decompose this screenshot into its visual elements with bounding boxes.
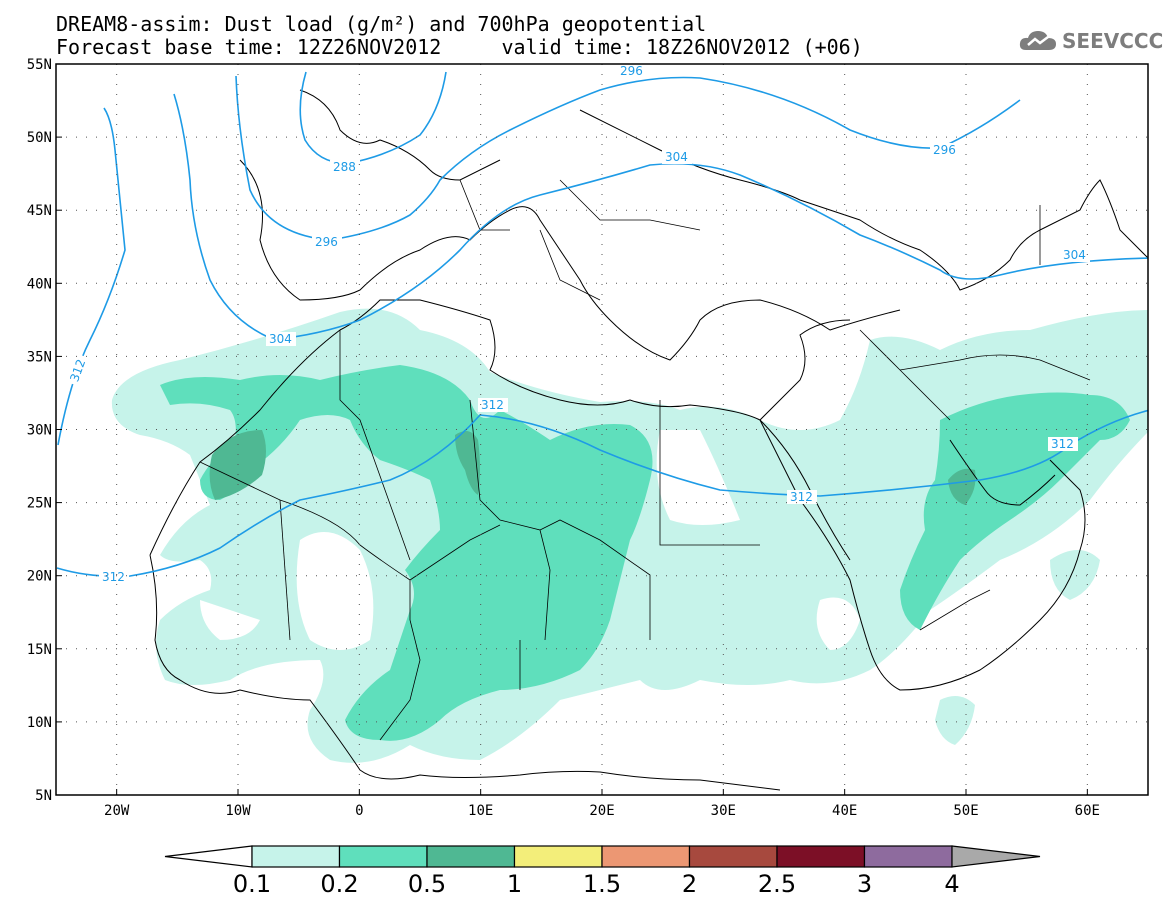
lon-label: 60E bbox=[1075, 803, 1100, 819]
lat-label: 40N bbox=[27, 276, 52, 292]
map-title: DREAM8-assim: Dust load (g/m²) and 700hP… bbox=[56, 12, 707, 36]
longitude-labels: 20W 10W 0 10E 20E 30E 40E 50E 60E bbox=[104, 803, 1100, 819]
contour-label: 312 bbox=[478, 398, 508, 412]
cloud-icon bbox=[1019, 31, 1056, 50]
contour-label: 304 bbox=[662, 150, 692, 164]
svg-text:288: 288 bbox=[333, 160, 356, 174]
colorbar-tick-label: 2 bbox=[681, 870, 698, 898]
svg-text:312: 312 bbox=[67, 357, 88, 383]
lat-label: 50N bbox=[27, 130, 52, 146]
lat-label: 20N bbox=[27, 569, 52, 585]
colorbar-tick-label: 0.2 bbox=[320, 870, 359, 898]
lon-label: 10W bbox=[225, 803, 251, 819]
colorbar-swatch bbox=[251, 845, 341, 868]
lon-label: 30E bbox=[711, 803, 736, 819]
svg-text:312: 312 bbox=[1051, 437, 1074, 451]
colorbar-tick-label: 0.1 bbox=[232, 870, 272, 898]
logo-text: SEEVCCC bbox=[1062, 29, 1164, 53]
svg-text:312: 312 bbox=[481, 398, 504, 412]
geopotential-contours bbox=[56, 71, 1148, 578]
contour-label: 288 bbox=[330, 160, 360, 174]
svg-text:304: 304 bbox=[1063, 248, 1086, 262]
contour-label: 296 bbox=[617, 64, 647, 78]
lat-label: 10N bbox=[27, 715, 52, 731]
lat-label: 45N bbox=[27, 203, 52, 219]
svg-text:296: 296 bbox=[315, 235, 338, 249]
contour-label: 304 bbox=[266, 332, 296, 346]
svg-text:304: 304 bbox=[665, 150, 688, 164]
lat-label: 55N bbox=[27, 57, 52, 73]
colorbar-swatch bbox=[338, 845, 428, 868]
colorbar-swatch bbox=[601, 845, 691, 868]
colorbar-tick-label: 1.5 bbox=[582, 870, 622, 898]
svg-text:312: 312 bbox=[102, 570, 125, 584]
contour-labels: 296 288 304 296 312 312 312 312 304 296 … bbox=[66, 64, 1090, 584]
lon-label: 20E bbox=[589, 803, 614, 819]
lon-label: 0 bbox=[355, 803, 363, 819]
map-subtitle: Forecast base time: 12Z26NOV2012 valid t… bbox=[56, 35, 863, 59]
svg-text:312: 312 bbox=[790, 490, 813, 504]
axis-ticks bbox=[56, 63, 1088, 796]
colorbar-swatch bbox=[863, 845, 953, 868]
colorbar-swatch bbox=[776, 845, 866, 868]
colorbar-swatch bbox=[513, 845, 603, 868]
colorbar-tick-label: 3 bbox=[856, 870, 873, 898]
contour-label: 304 bbox=[1060, 248, 1090, 262]
contour-label: 312 bbox=[99, 570, 129, 584]
latitude-labels: 55N 50N 45N 40N 35N 30N 25N 20N 15N 10N 5N bbox=[27, 57, 52, 804]
colorbar-arrow-left bbox=[164, 845, 253, 868]
graticule bbox=[56, 64, 1148, 795]
colorbar-arrow-right bbox=[951, 845, 1041, 868]
contour-label: 312 bbox=[1048, 437, 1078, 451]
lon-label: 10E bbox=[468, 803, 493, 819]
seevccc-logo: SEEVCCC bbox=[1018, 27, 1163, 55]
svg-text:304: 304 bbox=[269, 332, 292, 346]
svg-text:296: 296 bbox=[620, 64, 643, 78]
lat-label: 35N bbox=[27, 349, 52, 365]
lat-label: 5N bbox=[35, 788, 52, 804]
colorbar-swatch bbox=[688, 845, 778, 868]
country-borders bbox=[199, 179, 1091, 741]
colorbar-tick-label: 4 bbox=[944, 870, 960, 898]
colorbar bbox=[164, 845, 1041, 868]
contour-label: 312 bbox=[787, 490, 817, 504]
lon-label: 40E bbox=[832, 803, 857, 819]
lat-label: 25N bbox=[27, 496, 52, 512]
colorbar-tick-label: 2.5 bbox=[757, 870, 797, 898]
lon-label: 20W bbox=[104, 803, 130, 819]
contour-label: 296 bbox=[312, 235, 342, 249]
svg-text:296: 296 bbox=[933, 143, 956, 157]
colorbar-swatch bbox=[426, 845, 516, 868]
lat-label: 30N bbox=[27, 423, 52, 439]
lat-label: 15N bbox=[27, 642, 52, 658]
colorbar-tick-label: 1 bbox=[506, 870, 523, 898]
dust-gaps bbox=[200, 430, 860, 650]
contour-label: 312 bbox=[66, 353, 90, 387]
colorbar-tick-label: 0.5 bbox=[407, 870, 447, 898]
contour-label: 296 bbox=[930, 143, 960, 157]
lon-label: 50E bbox=[953, 803, 978, 819]
